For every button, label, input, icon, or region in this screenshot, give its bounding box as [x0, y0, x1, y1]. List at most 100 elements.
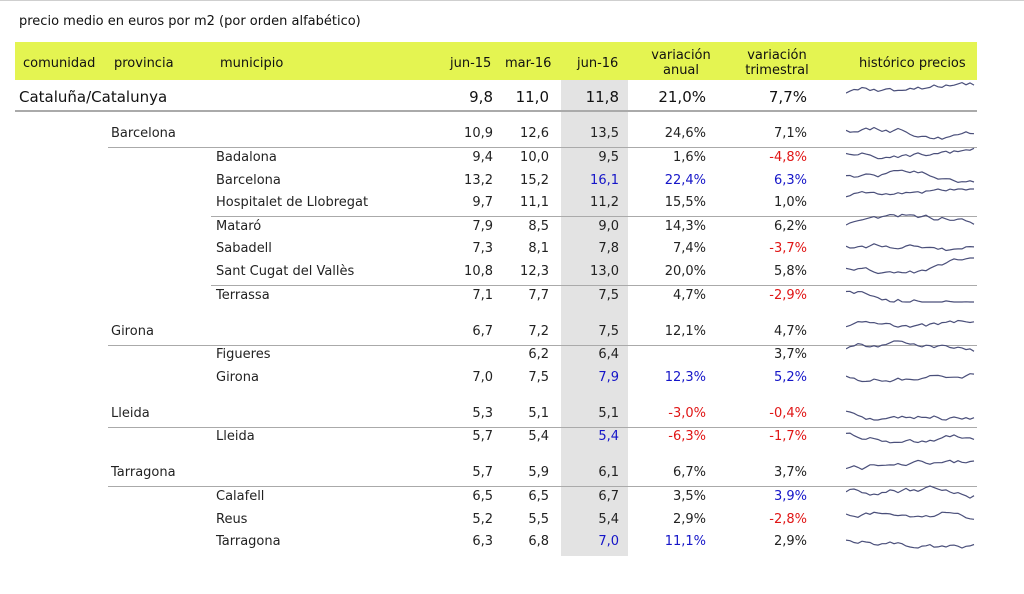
jun16-cell: 16,1 [590, 173, 619, 188]
header-variacion-trimestral-line1: variación [747, 48, 807, 63]
table-row-municipio[interactable]: Tarragona 6,3 6,8 7,0 11,1% 2,9% [0, 532, 1024, 552]
municipio-name[interactable]: Figueres [216, 347, 271, 362]
table-row-provincia[interactable]: Girona 6,7 7,2 7,5 12,1% 4,7% [0, 319, 1024, 342]
table-row-municipio[interactable]: Sabadell 7,3 8,1 7,8 7,4% -3,7% [0, 239, 1024, 259]
table-row-municipio[interactable]: Figueres 6,2 6,4 3,7% [0, 340, 1024, 365]
municipio-name[interactable]: Terrassa [216, 288, 270, 303]
jun15-cell: 6,7 [472, 324, 493, 339]
table-row-municipio[interactable]: Girona 7,0 7,5 7,9 12,3% 5,2% [0, 368, 1024, 388]
var-anual-cell: 7,4% [672, 241, 706, 256]
header-provincia[interactable]: provincia [114, 56, 174, 71]
jun15-cell: 10,8 [464, 264, 493, 279]
mar16-cell: 6,5 [528, 489, 549, 504]
municipio-name[interactable]: Mataró [216, 219, 262, 234]
price-history-sparkline [846, 147, 975, 160]
table-row-provincia[interactable]: Lleida 5,3 5,1 5,1 -3,0% -0,4% [0, 404, 1024, 424]
header-variacion-trimestral[interactable]: variación trimestral [737, 48, 817, 78]
var-trim-cell: 1,0% [773, 195, 807, 210]
mar16-cell: 5,1 [528, 406, 549, 421]
mar16-cell: 12,6 [520, 126, 549, 141]
header-mar16[interactable]: mar-16 [505, 56, 552, 71]
price-history-sparkline [846, 243, 975, 252]
header-jun15[interactable]: jun-15 [450, 56, 492, 71]
municipio-name[interactable]: Lleida [216, 429, 255, 444]
mar16-cell: 5,5 [528, 512, 549, 527]
municipio-name[interactable]: Girona [216, 370, 259, 385]
municipio-name[interactable]: Sant Cugat del Vallès [216, 264, 355, 279]
table-row-municipio[interactable]: Reus 5,2 5,5 5,4 2,9% -2,8% [0, 510, 1024, 530]
mar16-cell: 6,2 [528, 347, 549, 362]
table-row-municipio[interactable]: Badalona 9,4 10,0 9,5 1,6% -4,8% [0, 147, 1024, 168]
header-variacion-anual[interactable]: variación anual [641, 48, 721, 78]
price-history-sparkline [846, 410, 975, 421]
jun15-cell: 5,7 [472, 465, 493, 480]
jun15-cell: 9,8 [469, 88, 493, 106]
table-row-municipio[interactable]: Terrassa 7,1 7,7 7,5 4,7% -2,9% [0, 286, 1024, 306]
header-variacion-anual-line2: anual [662, 63, 700, 78]
mar16-cell: 15,2 [520, 173, 549, 188]
price-history-sparkline [846, 188, 974, 198]
var-trim-cell: 2,9% [773, 534, 807, 549]
header-variacion-trimestral-line2: trimestral [745, 63, 809, 78]
municipio-name[interactable]: Calafell [216, 489, 265, 504]
provincia-name[interactable]: Tarragona [111, 465, 176, 480]
table-row-comunidad[interactable]: Cataluña/Catalunya 9,8 11,0 11,8 21,0% 7,7% [0, 81, 1024, 106]
municipio-name[interactable]: Hospitalet de Llobregat [216, 195, 369, 210]
price-history-sparkline [846, 319, 975, 328]
header-comunidad[interactable]: comunidad [23, 56, 96, 71]
mar16-cell: 7,2 [528, 324, 549, 339]
jun15-cell: 5,3 [472, 406, 493, 421]
table-row-municipio[interactable]: Hospitalet de Llobregat 9,7 11,1 11,2 15,5% 1… [0, 188, 1024, 213]
var-anual-cell: 24,6% [664, 126, 706, 141]
var-anual-cell: -6,3% [668, 429, 706, 444]
mar16-cell: 5,4 [528, 429, 549, 444]
municipio-name[interactable]: Barcelona [216, 173, 281, 188]
var-anual-cell: 11,1% [664, 534, 706, 549]
municipio-name[interactable]: Reus [216, 512, 248, 527]
jun15-cell: 9,4 [472, 150, 493, 165]
table-row-municipio[interactable]: Sant Cugat del Vallès 10,8 12,3 13,0 20,0% 5,… [0, 257, 1024, 282]
var-anual-cell: 2,9% [672, 512, 706, 527]
var-trim-cell: 7,1% [773, 126, 807, 141]
provincia-name[interactable]: Barcelona [111, 126, 176, 141]
var-anual-cell: 3,5% [672, 489, 706, 504]
jun16-cell: 9,0 [598, 219, 619, 234]
municipio-name[interactable]: Sabadell [216, 241, 272, 256]
jun15-cell: 9,7 [472, 195, 493, 210]
mar16-cell: 6,8 [528, 534, 549, 549]
var-trim-cell: 4,7% [773, 324, 807, 339]
row-divider [15, 110, 977, 112]
mar16-cell: 12,3 [520, 264, 549, 279]
var-trim-cell: 6,2% [773, 219, 807, 234]
var-trim-cell: -0,4% [769, 406, 807, 421]
mar16-cell: 7,7 [528, 288, 549, 303]
comunidad-name[interactable]: Cataluña/Catalunya [19, 88, 168, 106]
header-jun16[interactable]: jun-16 [577, 56, 619, 71]
jun16-cell: 6,7 [598, 489, 619, 504]
table-row-provincia[interactable]: Barcelona 10,9 12,6 13,5 24,6% 7,1% [0, 124, 1024, 144]
jun16-cell: 6,4 [598, 347, 619, 362]
jun15-cell: 7,1 [472, 288, 493, 303]
table-row-municipio[interactable]: Barcelona 13,2 15,2 16,1 22,4% 6,3% [0, 169, 1024, 191]
price-history-sparkline [846, 511, 975, 520]
var-trim-cell: 3,7% [773, 347, 807, 362]
var-anual-cell: -3,0% [668, 406, 706, 421]
table-row-municipio[interactable]: Mataró 7,9 8,5 9,0 14,3% 6,2% [0, 213, 1024, 237]
header-municipio[interactable]: municipio [220, 56, 284, 71]
municipio-name[interactable]: Tarragona [216, 534, 281, 549]
jun16-cell: 7,5 [598, 288, 619, 303]
table-row-municipio[interactable]: Lleida 5,7 5,4 5,4 -6,3% -1,7% [0, 427, 1024, 447]
row-divider [108, 345, 977, 346]
header-historico-precios[interactable]: histórico precios [859, 56, 966, 71]
table-row-municipio[interactable]: Calafell 6,5 6,5 6,7 3,5% 3,9% [0, 485, 1024, 507]
jun15-cell: 13,2 [464, 173, 493, 188]
provincia-name[interactable]: Lleida [111, 406, 150, 421]
mar16-cell: 8,1 [528, 241, 549, 256]
municipio-name[interactable]: Badalona [216, 150, 277, 165]
var-anual-cell: 20,0% [664, 264, 706, 279]
row-divider [211, 216, 977, 217]
provincia-name[interactable]: Girona [111, 324, 154, 339]
jun15-cell: 7,9 [472, 219, 493, 234]
table-row-provincia[interactable]: Tarragona 5,7 5,9 6,1 6,7% 3,7% [0, 459, 1024, 483]
row-divider [108, 486, 977, 487]
